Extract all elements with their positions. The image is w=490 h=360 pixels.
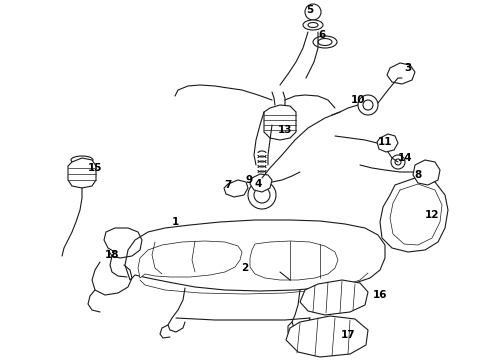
Circle shape xyxy=(254,187,270,203)
Circle shape xyxy=(391,155,405,169)
Polygon shape xyxy=(286,316,368,357)
Polygon shape xyxy=(264,105,296,140)
Polygon shape xyxy=(125,220,385,291)
Text: 14: 14 xyxy=(398,153,412,163)
Polygon shape xyxy=(300,280,368,315)
Text: 7: 7 xyxy=(224,180,232,190)
Text: 17: 17 xyxy=(341,330,355,340)
Polygon shape xyxy=(138,241,242,278)
Polygon shape xyxy=(377,134,398,152)
Ellipse shape xyxy=(71,156,93,164)
Text: 1: 1 xyxy=(172,217,179,227)
Text: 18: 18 xyxy=(105,250,119,260)
Circle shape xyxy=(396,68,406,78)
Text: 6: 6 xyxy=(318,30,326,40)
Text: 11: 11 xyxy=(378,137,392,147)
Text: 12: 12 xyxy=(425,210,439,220)
Ellipse shape xyxy=(303,20,323,30)
Text: 3: 3 xyxy=(404,63,412,73)
Text: 8: 8 xyxy=(415,170,421,180)
Polygon shape xyxy=(387,63,415,84)
Polygon shape xyxy=(380,178,448,252)
Ellipse shape xyxy=(318,39,332,45)
Circle shape xyxy=(363,100,373,110)
Circle shape xyxy=(279,270,287,278)
Text: 5: 5 xyxy=(306,5,314,15)
Circle shape xyxy=(395,159,401,165)
Circle shape xyxy=(358,95,378,115)
Circle shape xyxy=(305,4,321,20)
Polygon shape xyxy=(413,160,440,185)
Text: 9: 9 xyxy=(245,175,252,185)
Ellipse shape xyxy=(308,23,318,27)
Text: 2: 2 xyxy=(242,263,248,273)
Polygon shape xyxy=(250,174,272,192)
Text: 10: 10 xyxy=(351,95,365,105)
Polygon shape xyxy=(224,180,248,197)
Text: 15: 15 xyxy=(88,163,102,173)
Polygon shape xyxy=(68,158,96,188)
Text: 16: 16 xyxy=(373,290,387,300)
Polygon shape xyxy=(250,241,338,280)
Text: 13: 13 xyxy=(278,125,292,135)
Ellipse shape xyxy=(313,36,337,48)
Circle shape xyxy=(383,138,393,148)
Text: 4: 4 xyxy=(254,179,262,189)
Circle shape xyxy=(248,181,276,209)
